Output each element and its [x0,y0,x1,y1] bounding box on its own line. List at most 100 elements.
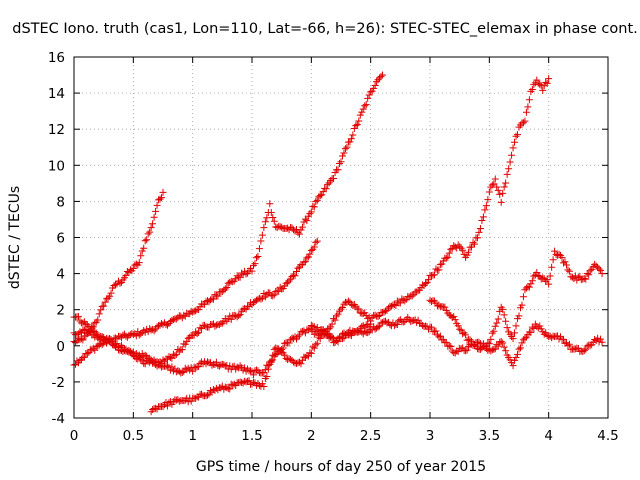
data-point [362,311,370,319]
data-point [285,339,293,347]
data-point [257,295,265,303]
data-point [132,260,140,268]
data-point [459,330,467,338]
data-point [301,215,309,223]
y-tick-label: 2 [56,303,65,319]
data-point [494,342,502,350]
data-point [272,344,280,352]
data-point [565,340,573,348]
data-point [500,311,508,319]
data-point [425,276,433,284]
data-point [324,180,332,188]
data-point [519,293,527,301]
data-point [137,252,145,260]
y-tick-label: 16 [48,50,65,66]
data-point [214,362,222,370]
data-point [79,319,87,327]
data-point [226,278,234,286]
data-point [295,358,303,366]
data-point [542,78,550,86]
data-point [288,334,296,342]
data-point [475,228,483,236]
data-point [306,250,314,258]
data-point [159,356,167,364]
data-point [484,339,492,347]
data-point [562,261,570,269]
data-point [267,209,275,217]
data-point [79,336,87,344]
data-point [106,292,114,300]
data-point [362,321,370,329]
data-point [527,87,535,95]
data-point [390,322,398,330]
data-point [580,347,588,355]
data-point [195,363,203,371]
data-point [79,326,87,334]
data-point [533,76,541,84]
data-point [71,360,79,368]
data-point [454,241,462,249]
data-point [383,319,391,327]
data-point [92,343,100,351]
data-point [251,260,259,268]
data-point [165,399,173,407]
data-point [92,331,100,339]
data-point [488,346,496,354]
data-point [245,377,253,385]
data-point [457,345,465,353]
data-point [230,362,238,370]
data-point [244,365,252,373]
data-point [100,302,108,310]
data-point [281,351,289,359]
data-point [125,331,133,339]
data-point [294,333,302,341]
data-point [371,81,379,89]
data-point [125,346,133,354]
data-point [187,397,195,405]
data-point [525,96,533,104]
data-point [284,279,292,287]
data-point [310,330,318,338]
data-point [435,301,443,309]
data-point [212,321,220,329]
data-point [524,103,532,111]
data-point [331,338,339,346]
data-point [337,333,345,341]
data-point [149,359,157,367]
data-point [367,88,375,96]
data-point [516,344,524,352]
data-point [141,351,149,359]
data-point [287,336,295,344]
data-point [373,78,381,86]
data-point [278,348,286,356]
data-point [407,317,415,325]
data-point [499,339,507,347]
data-point [238,269,246,277]
data-point [235,312,243,320]
data-point [343,299,351,307]
data-point [436,332,444,340]
data-point [382,317,389,325]
data-point [174,396,182,404]
data-point [380,308,388,316]
data-point [294,264,302,272]
data-point [536,80,544,88]
data-point [266,200,274,208]
data-point [294,229,302,237]
data-point [432,265,440,273]
data-point [451,316,459,324]
data-point [313,339,321,347]
data-point [80,353,88,361]
data-point [290,358,298,366]
data-point [488,329,496,337]
data-point [491,175,499,183]
data-point [361,327,369,335]
data-point [454,322,462,330]
data-point [405,293,413,301]
data-point [358,108,366,116]
data-point [376,322,384,330]
data-point [101,298,109,306]
data-point [496,190,504,198]
data-point [594,334,602,342]
data-point [73,357,81,365]
